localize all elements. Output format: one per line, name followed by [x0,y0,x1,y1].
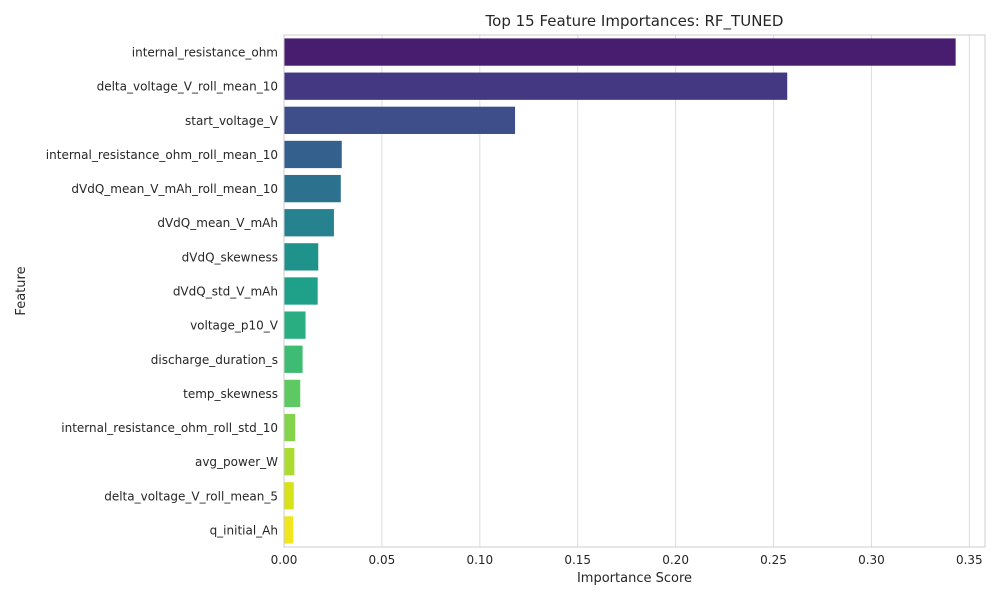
bar-start-voltage-v [284,106,516,134]
bar-delta-voltage-v-roll-mean-5 [284,482,294,510]
bars [284,38,956,544]
y-tick-label: delta_voltage_V_roll_mean_5 [104,489,278,503]
x-tick-labels: 0.00 0.05 0.10 0.15 0.20 0.25 0.30 0.35 [271,553,983,567]
bar-internal-resistance-ohm [284,38,956,66]
bar-internal-resistance-ohm-roll-mean-10 [284,140,342,169]
y-tick-label: internal_resistance_ohm [132,46,278,60]
bar-discharge-duration-s [284,345,303,373]
x-tick-label: 0.35 [956,553,983,567]
bar-dvdq-mean-v-mah-roll-mean-10 [284,174,341,203]
plot-frame [283,34,986,548]
y-tick-label: q_initial_Ah [210,523,278,537]
y-tick-label: discharge_duration_s [151,353,278,367]
x-tick-label: 0.20 [662,553,689,567]
bar-temp-skewness [284,379,301,408]
y-tick-label: voltage_p10_V [190,319,279,333]
bar-voltage-p10-v [284,311,306,339]
y-tick-label: avg_power_W [195,455,278,469]
y-tick-label: dVdQ_std_V_mAh [173,285,278,299]
bar-q-initial-ah [284,516,294,544]
bar-dvdq-std-v-mah [284,277,318,305]
y-tick-label: internal_resistance_ohm_roll_mean_10 [46,148,278,162]
bar-internal-resistance-ohm-roll-std-10 [284,413,296,442]
y-tick-label: dVdQ_mean_V_mAh [157,216,278,230]
x-axis-label: Importance Score [577,571,692,586]
y-tick-label: internal_resistance_ohm_roll_std_10 [61,421,278,435]
x-tick-label: 0.25 [760,553,787,567]
bar-avg-power-w [284,448,295,476]
y-tick-label: start_voltage_V [185,114,279,128]
y-tick-label: dVdQ_skewness [182,250,278,264]
x-tick-label: 0.15 [564,553,591,567]
bar-delta-voltage-v-roll-mean-10 [284,72,788,100]
x-tick-label: 0.05 [369,553,396,567]
x-tick-label: 0.10 [466,553,493,567]
chart-title: Top 15 Feature Importances: RF_TUNED [485,12,784,31]
x-tick-label: 0.30 [858,553,885,567]
y-tick-label: delta_voltage_V_roll_mean_10 [97,80,278,94]
y-tick-label: temp_skewness [183,387,278,401]
y-tick-labels: internal_resistance_ohm delta_voltage_V_r… [46,46,279,538]
y-axis-label: Feature [14,266,29,315]
bar-dvdq-mean-v-mah [284,209,334,237]
x-tick-label: 0.00 [271,553,298,567]
y-tick-label: dVdQ_mean_V_mAh_roll_mean_10 [71,182,278,196]
bar-dvdq-skewness [284,243,319,271]
